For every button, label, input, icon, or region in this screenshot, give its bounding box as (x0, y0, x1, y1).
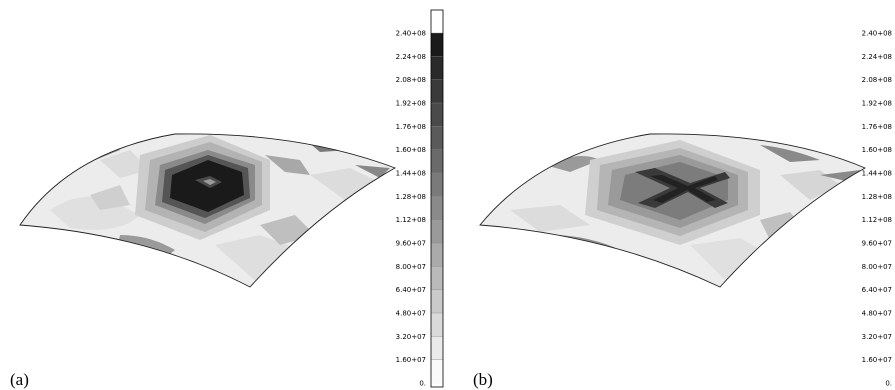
panel-a (19, 133, 397, 288)
panel-b-contour (480, 133, 865, 287)
colorbar-a-frame (430, 9, 444, 388)
colorbar-a-tick-label: 1.60+08 (396, 146, 426, 154)
colorbar-a-tick-label: 3.20+07 (396, 333, 426, 341)
colorbar-b-tick-label: 2.40+08 (862, 30, 892, 38)
panel-a-label: (a) (10, 370, 29, 389)
panel-b-outline (479, 133, 867, 288)
panel-b (479, 133, 867, 288)
colorbar-b-tick-label: 1.60+07 (862, 356, 892, 364)
colorbar-a-swatch (431, 196, 443, 221)
colorbar-a-tick-label: 1.28+08 (396, 193, 426, 201)
colorbar-a-swatch (431, 313, 443, 337)
colorbar-b-tick-label: 8.00+07 (862, 263, 892, 271)
colorbar-a-tick-label: 4.80+07 (396, 310, 426, 318)
colorbar-b-tick-label: 1.12+08 (862, 216, 892, 224)
colorbar-a-swatch (431, 219, 443, 244)
colorbar-a-tick-label: 1.12+08 (396, 216, 426, 224)
colorbar-a-tick-label: 9.60+07 (396, 240, 426, 248)
colorbar-a-swatch (431, 359, 443, 384)
colorbar-a-swatches (431, 10, 443, 384)
colorbar-a-swatch (431, 79, 443, 104)
colorbar-b-tick-label: 1.76+08 (862, 123, 892, 131)
colorbar-a-swatch (431, 126, 443, 151)
colorbar-a-tick-label: 1.44+08 (396, 170, 426, 178)
panel-b-label: (b) (473, 370, 493, 389)
colorbar-a-tick-label: 1.76+08 (396, 123, 426, 131)
colorbar-b-tick-label: 2.08+08 (862, 76, 892, 84)
colorbar-b-tick-label: 1.28+08 (862, 193, 892, 201)
colorbar-b-tick-label: 1.60+08 (862, 146, 892, 154)
panel-a-outline (19, 133, 397, 288)
colorbar-b-tick-label: 1.44+08 (862, 170, 892, 178)
colorbar-b-tick-label: 3.20+07 (862, 333, 892, 341)
colorbar-a-swatch (431, 266, 443, 291)
colorbar-b-tick-label: 2.24+08 (862, 53, 892, 61)
colorbar-a-swatch (431, 33, 443, 57)
colorbar-a-tick-label: 0. (419, 380, 426, 388)
panel-a-contour (20, 133, 395, 287)
colorbar-a-swatch (431, 103, 443, 127)
colorbar-a-swatch (431, 243, 443, 267)
colorbar-b-tick-label: 4.80+07 (862, 310, 892, 318)
colorbar-b-tick-label: 6.40+07 (862, 286, 892, 294)
colorbar-a-tick-label: 6.40+07 (396, 286, 426, 294)
colorbar-b-tick-label: 1.92+08 (862, 100, 892, 108)
colorbar-a-swatch (431, 149, 443, 174)
colorbar-a-swatch (431, 336, 443, 361)
colorbar-a: 2.40+08 2.24+08 2.08+08 1.92+08 1.76+08 1.60+… (396, 9, 444, 388)
colorbar-a-tick-label: 1.92+08 (396, 100, 426, 108)
colorbar-a-tick-label: 2.08+08 (396, 76, 426, 84)
colorbar-a-swatch (431, 173, 443, 197)
colorbar-a-tick-label: 2.40+08 (396, 30, 426, 38)
colorbar-a-swatch (431, 289, 443, 314)
colorbar-a-tick-label: 8.00+07 (396, 263, 426, 271)
colorbar-b-tick-label: 9.60+07 (862, 240, 892, 248)
colorbar-a-swatch (431, 56, 443, 81)
colorbar-b-tick-label: 0. (885, 380, 892, 388)
colorbar-a-tick-label: 1.60+07 (396, 356, 426, 364)
colorbar-a-tick-label: 2.24+08 (396, 53, 426, 61)
colorbar-a-swatch (431, 10, 443, 33)
